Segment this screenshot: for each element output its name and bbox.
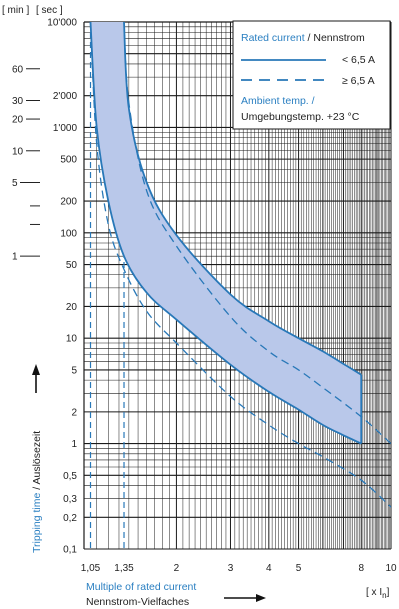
- x-axis-label-de: Nennstrom-Vielfaches: [86, 596, 189, 608]
- legend-title-de: / Nennstrom: [305, 32, 365, 44]
- x-unit-suffix: ]: [387, 587, 390, 598]
- sec-tick-label: 100: [60, 228, 77, 239]
- x-tick-label: 8: [358, 563, 364, 574]
- min-tick-label: 60: [12, 64, 24, 75]
- x-unit-subscript: n: [382, 591, 386, 600]
- legend-title: Rated current / Nennstrom: [241, 32, 365, 44]
- x-unit-label: [ x In]: [366, 587, 390, 600]
- x-tick-label: 5: [296, 563, 302, 574]
- legend: Rated current / Nennstrom < 6,5 A ≥ 6,5 …: [232, 20, 391, 130]
- sec-tick-label: 20: [66, 302, 78, 313]
- x-tick-labels: 1,05 1,35 2 3 4 5 8 10: [81, 563, 397, 574]
- sec-tick-label: 10'000: [47, 18, 77, 29]
- min-tick-label: 30: [12, 96, 24, 107]
- x-tick-label: 1,05: [81, 563, 101, 574]
- min-axis-header: [ min ]: [2, 5, 29, 16]
- legend-solid-label: < 6,5 A: [342, 54, 375, 66]
- sec-tick-label: 0,3: [63, 494, 77, 505]
- legend-ambient-line1: Ambient temp. /: [241, 95, 315, 107]
- x-tick-label: 4: [266, 563, 272, 574]
- legend-dashed-label: ≥ 6,5 A: [342, 75, 375, 87]
- min-tick-label: 5: [12, 178, 18, 189]
- tripping-band: [90, 22, 362, 444]
- sec-tick-label: 10: [66, 334, 78, 345]
- series-solid-lower-line: [89, 21, 362, 445]
- y-axis-label-en: Tripping time: [31, 493, 43, 553]
- sec-tick-label: 5: [71, 365, 77, 376]
- sec-tick-label: 0,2: [63, 513, 77, 524]
- band-fill: [90, 22, 362, 444]
- sec-tick-label: 200: [60, 197, 77, 208]
- sec-tick-label: 2: [71, 407, 77, 418]
- min-tick-label: 10: [12, 146, 24, 157]
- legend-title-en: Rated current: [241, 32, 305, 44]
- legend-ambient-line2: Umgebungstemp. +23 °C: [241, 111, 360, 123]
- series-dashed-lower-line: [89, 21, 391, 508]
- sec-axis-header: [ sec ]: [36, 5, 63, 16]
- x-tick-label: 1,35: [114, 563, 134, 574]
- tripping-curves: [89, 21, 391, 508]
- min-tick-label: 1: [12, 252, 18, 263]
- x-axis-arrow: [224, 594, 266, 602]
- min-tick-labels: 60 30 20 10 5 1: [12, 64, 40, 263]
- sec-tick-label: 50: [66, 260, 78, 271]
- series-dashed-upper-line: [123, 21, 391, 445]
- sec-tick-label: 1'000: [53, 123, 78, 134]
- sec-tick-label: 0,1: [63, 545, 77, 556]
- sec-tick-label: 0,5: [63, 471, 77, 482]
- x-axis-label: Multiple of rated current: [86, 581, 196, 593]
- min-tick-label: 20: [12, 115, 24, 126]
- sec-tick-label: 1: [71, 439, 77, 450]
- y-axis-label-de: / Auslösezeit: [31, 431, 43, 493]
- legend-box: [232, 20, 391, 130]
- sec-tick-label: 2'000: [53, 91, 78, 102]
- x-tick-label: 2: [174, 563, 180, 574]
- sec-tick-labels: 10'000 2'000 1'000 500 200 100 50 20 10 5 2 1 0,5 0,3…: [47, 18, 77, 556]
- y-axis-arrow: [32, 364, 40, 393]
- x-tick-label: 3: [228, 563, 234, 574]
- x-unit-prefix: [ x I: [366, 587, 382, 598]
- y-axis-label: Tripping time / Auslösezeit: [31, 431, 43, 553]
- x-tick-label: 10: [385, 563, 397, 574]
- sec-tick-label: 500: [60, 155, 77, 166]
